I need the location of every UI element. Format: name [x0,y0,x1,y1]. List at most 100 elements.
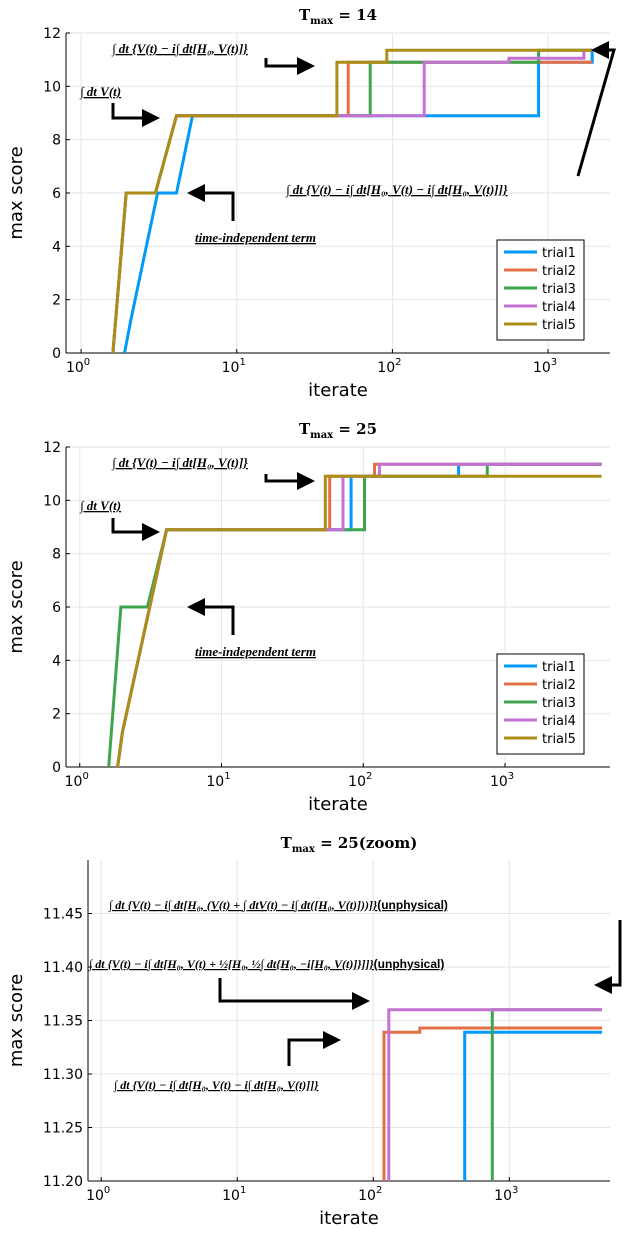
legend-label: trial2 [542,264,576,279]
arrow-time-independent [190,607,233,635]
arrow-unphysical-1 [597,920,620,985]
x-tick-label: 103 [533,357,557,376]
annotation-second-order-text: ∫ dt {V(t) − i∫ dt[H₀, V(t) − i∫ dt[H₀, … [285,182,508,198]
title-rest: = 25(zoom) [315,834,417,852]
x-tick-exponent: 2 [395,357,401,368]
y-tick-label: 12 [43,440,61,456]
y-tick-label: 11.35 [43,1014,83,1030]
x-tick-label: 103 [490,771,514,790]
y-axis-label: max score [6,560,27,653]
arrow-second-order-zoom [289,1040,338,1066]
arrow-first-order [266,58,312,66]
x-tick-base: 10 [86,1188,104,1204]
x-tick-exponent: 1 [239,357,245,368]
chart-title: Tmax = 14 [299,6,377,27]
annotation-unphysical-2-suffix: (unphysical) [374,957,445,971]
y-tick-label: 4 [52,239,61,255]
x-tick-label: 102 [377,357,401,376]
legend-label: trial4 [542,300,576,315]
y-tick-label: 6 [52,186,61,202]
annotation-second-order-zoom-text: ∫ dt {V(t) − i∫ dt[H₀, V(t) − i∫ dt[H₀, … [113,1078,319,1092]
annotation-dt-vt-text: ∫ dt V(t) [79,498,121,514]
x-tick-label: 100 [66,357,90,376]
annotation-unphysical-1: ∫ dt {V(t) − i∫ dt[H₀, (V(t) + ∫ dtV(t) … [108,898,448,912]
arrow-first-order [266,474,312,481]
y-axis-label: max score [6,974,27,1067]
x-tick-label: 102 [358,1185,382,1204]
annotation-dt-vt: ∫ dt V(t) [79,498,121,514]
x-tick-label: 103 [494,1185,518,1204]
x-tick-base: 10 [222,1188,240,1204]
legend-label: trial5 [542,318,576,333]
x-tick-label: 100 [65,771,89,790]
x-tick-base: 10 [222,360,240,376]
annotation-dt-vt-text: ∫ dt V(t) [79,84,121,100]
x-tick-base: 10 [533,360,551,376]
y-tick-label: 12 [43,26,61,42]
annotation-dt-vt: ∫ dt V(t) [79,84,121,100]
x-tick-base: 10 [377,360,395,376]
y-tick-label: 0 [52,760,61,776]
x-tick-exponent: 2 [376,1185,382,1196]
y-tick-label: 2 [52,707,61,723]
arrow-time-independent [190,193,233,221]
x-tick-base: 10 [358,1188,376,1204]
y-tick-label: 11.40 [43,960,83,976]
y-tick-label: 10 [43,493,61,509]
annotation-second-order: ∫ dt {V(t) − i∫ dt[H₀, V(t) − i∫ dt[H₀, … [285,182,508,198]
x-tick-base: 10 [490,774,508,790]
x-tick-exponent: 3 [551,357,557,368]
y-tick-label: 2 [52,293,61,309]
x-tick-base: 10 [206,774,224,790]
annotation-unphysical-2: ∫ dt {V(t) − i∫ dt[H₀, V(t) + ½[H₀, ½∫ d… [88,957,444,971]
arrow-second-order [578,50,614,176]
series-group [384,1010,602,1237]
title-subscript: max [310,430,334,441]
x-axis-label: iterate [319,1208,379,1229]
x-tick-exponent: 0 [84,357,90,368]
x-tick-exponent: 1 [224,771,230,782]
x-tick-base: 10 [494,1188,512,1204]
x-tick-exponent: 0 [82,771,88,782]
x-axis-label: iterate [308,380,368,401]
legend-label: trial5 [542,732,576,747]
y-tick-label: 8 [52,547,61,563]
y-tick-label: 8 [52,133,61,149]
title-rest: = 14 [333,6,377,24]
y-tick-label: 11.45 [43,907,83,923]
annotation-first-order-text: ∫ dt {V(t) − i∫ dt[H₀, V(t)]} [111,455,248,471]
annotation-unphysical-2-text: ∫ dt {V(t) − i∫ dt[H₀, V(t) + ½[H₀, ½∫ d… [88,957,374,971]
legend-label: trial3 [542,696,576,711]
annotation-first-order: ∫ dt {V(t) − i∫ dt[H₀, V(t)]} [111,41,248,57]
x-tick-label: 101 [222,1185,246,1204]
y-tick-label: 11.30 [43,1067,83,1083]
chart-title: Tmax = 25(zoom) [281,834,418,855]
annotation-first-order: ∫ dt {V(t) − i∫ dt[H₀, V(t)]} [111,455,248,471]
series-line-trial1 [465,1032,602,1237]
x-tick-label: 101 [222,357,246,376]
x-tick-base: 10 [66,360,84,376]
title-subscript: max [310,16,334,27]
y-tick-label: 4 [52,653,61,669]
annotation-first-order-text: ∫ dt {V(t) − i∫ dt[H₀, V(t)]} [111,41,248,57]
x-tick-exponent: 3 [512,1185,518,1196]
legend-label: trial4 [542,714,576,729]
y-tick-label: 0 [52,346,61,362]
x-tick-exponent: 3 [508,771,514,782]
chart-3: Tmax = 25(zoom) 11.20 11.25 11.30 11.35 11.40… [6,834,610,1237]
annotation-time-independent: time-independent term [195,644,316,659]
y-axis-label: max score [6,146,27,239]
annotation-second-order-zoom: ∫ dt {V(t) − i∫ dt[H₀, V(t) − i∫ dt[H₀, … [113,1078,319,1092]
y-tick-label: 11.25 [43,1121,83,1137]
title-rest: = 25 [333,420,377,438]
arrow-unphysical-2 [220,978,367,1001]
x-tick-exponent: 1 [240,1185,246,1196]
y-tick-label: 11.20 [43,1174,83,1190]
legend-label: trial1 [542,660,576,675]
arrow-dt-vt [113,518,157,532]
legend-label: trial1 [542,246,576,261]
x-tick-base: 10 [65,774,83,790]
x-tick-base: 10 [348,774,366,790]
